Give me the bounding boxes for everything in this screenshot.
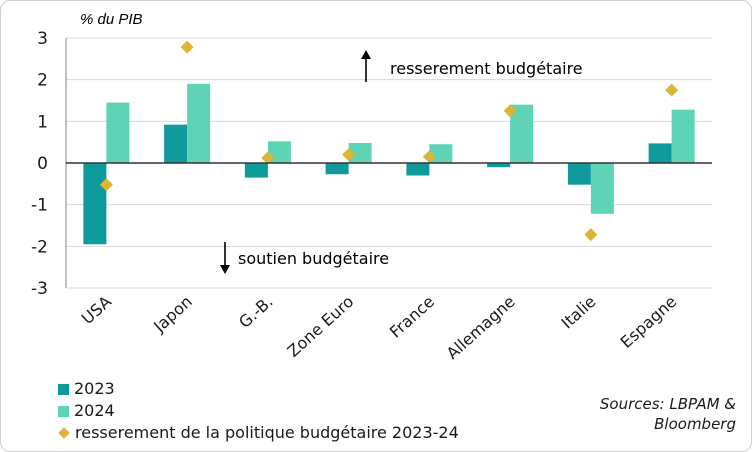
bar-2024 [590,163,614,214]
annotation-down: soutien budgétaire [220,242,389,274]
arrow-up-head [361,50,371,59]
bar-2024 [671,109,695,163]
bar-2023 [567,163,591,185]
x-tick-label: Espagne [617,292,681,352]
marker-diamond [665,83,679,97]
bar-2024 [348,143,372,163]
y-tick-label: 0 [37,154,48,174]
y-axis-label: % du PIB [80,11,143,28]
x-tick-label: G.-B. [235,292,277,332]
bar-2023 [83,163,107,245]
bar-2023 [325,163,349,175]
y-tick-label: -3 [31,279,48,299]
x-tick-label: USA [78,292,115,328]
y-tick-label: 3 [37,29,48,49]
annotation-up: resserement budgétaire [361,50,583,82]
bar-2023 [487,163,511,168]
x-tick-label: Japon [149,292,196,337]
legend-item-2024: 2024 [58,400,459,422]
legend-label-marker: resserement de la politique budgétaire 2… [75,423,459,442]
y-tick-label: -1 [31,196,48,216]
bar-2024 [429,144,453,163]
bar-2024 [106,102,130,163]
y-tick-labels: 3 2 1 0 -1 -2 -3 [31,29,48,299]
annotation-up-text: resserement budgétaire [390,59,583,78]
x-tick-label: Zone Euro [284,292,358,361]
sources-line-1: Sources: LBPAM & [599,395,736,413]
legend-swatch-2024 [58,405,69,417]
y-tick-label: 2 [37,71,48,91]
marker-diamond [261,151,275,165]
legend-swatch-2023 [58,383,69,395]
legend-item-marker: resserement de la politique budgétaire 2… [58,422,459,444]
legend-label-2023: 2023 [74,379,115,398]
marker-diamond [180,40,194,54]
x-tick-label: France [386,292,438,342]
x-tick-label: Italie [557,292,599,333]
bar-2024 [187,83,211,163]
arrow-down-head [220,265,230,274]
sources: Sources: LBPAM & Bloomberg [600,394,736,434]
marker-diamond [584,228,598,242]
x-tick-label: Allemagne [443,292,519,363]
marker-diamond [422,150,436,164]
bar-2023 [244,163,268,178]
marker-diamond [99,178,113,192]
marker-diamond [503,104,517,118]
y-tick-label: -2 [31,237,48,257]
sources-line-2: Bloomberg [654,415,736,433]
y-tick-label: 1 [37,112,48,132]
bars [83,83,695,245]
axes [65,38,712,288]
annotation-down-text: soutien budgétaire [238,249,389,268]
bar-2024 [510,104,534,163]
bar-2023 [648,143,672,163]
markers [99,40,679,242]
diamond-icon [58,427,70,439]
x-tick-labels: USA Japon G.-B. Zone Euro France Allemagne Ita… [78,292,681,363]
legend: 2023 2024 resserement de la politique bu… [58,378,459,444]
legend-label-2024: 2024 [74,401,115,420]
bar-2023 [164,124,188,163]
bar-2023 [406,163,430,176]
legend-item-2023: 2023 [58,378,459,400]
marker-diamond [342,148,356,162]
